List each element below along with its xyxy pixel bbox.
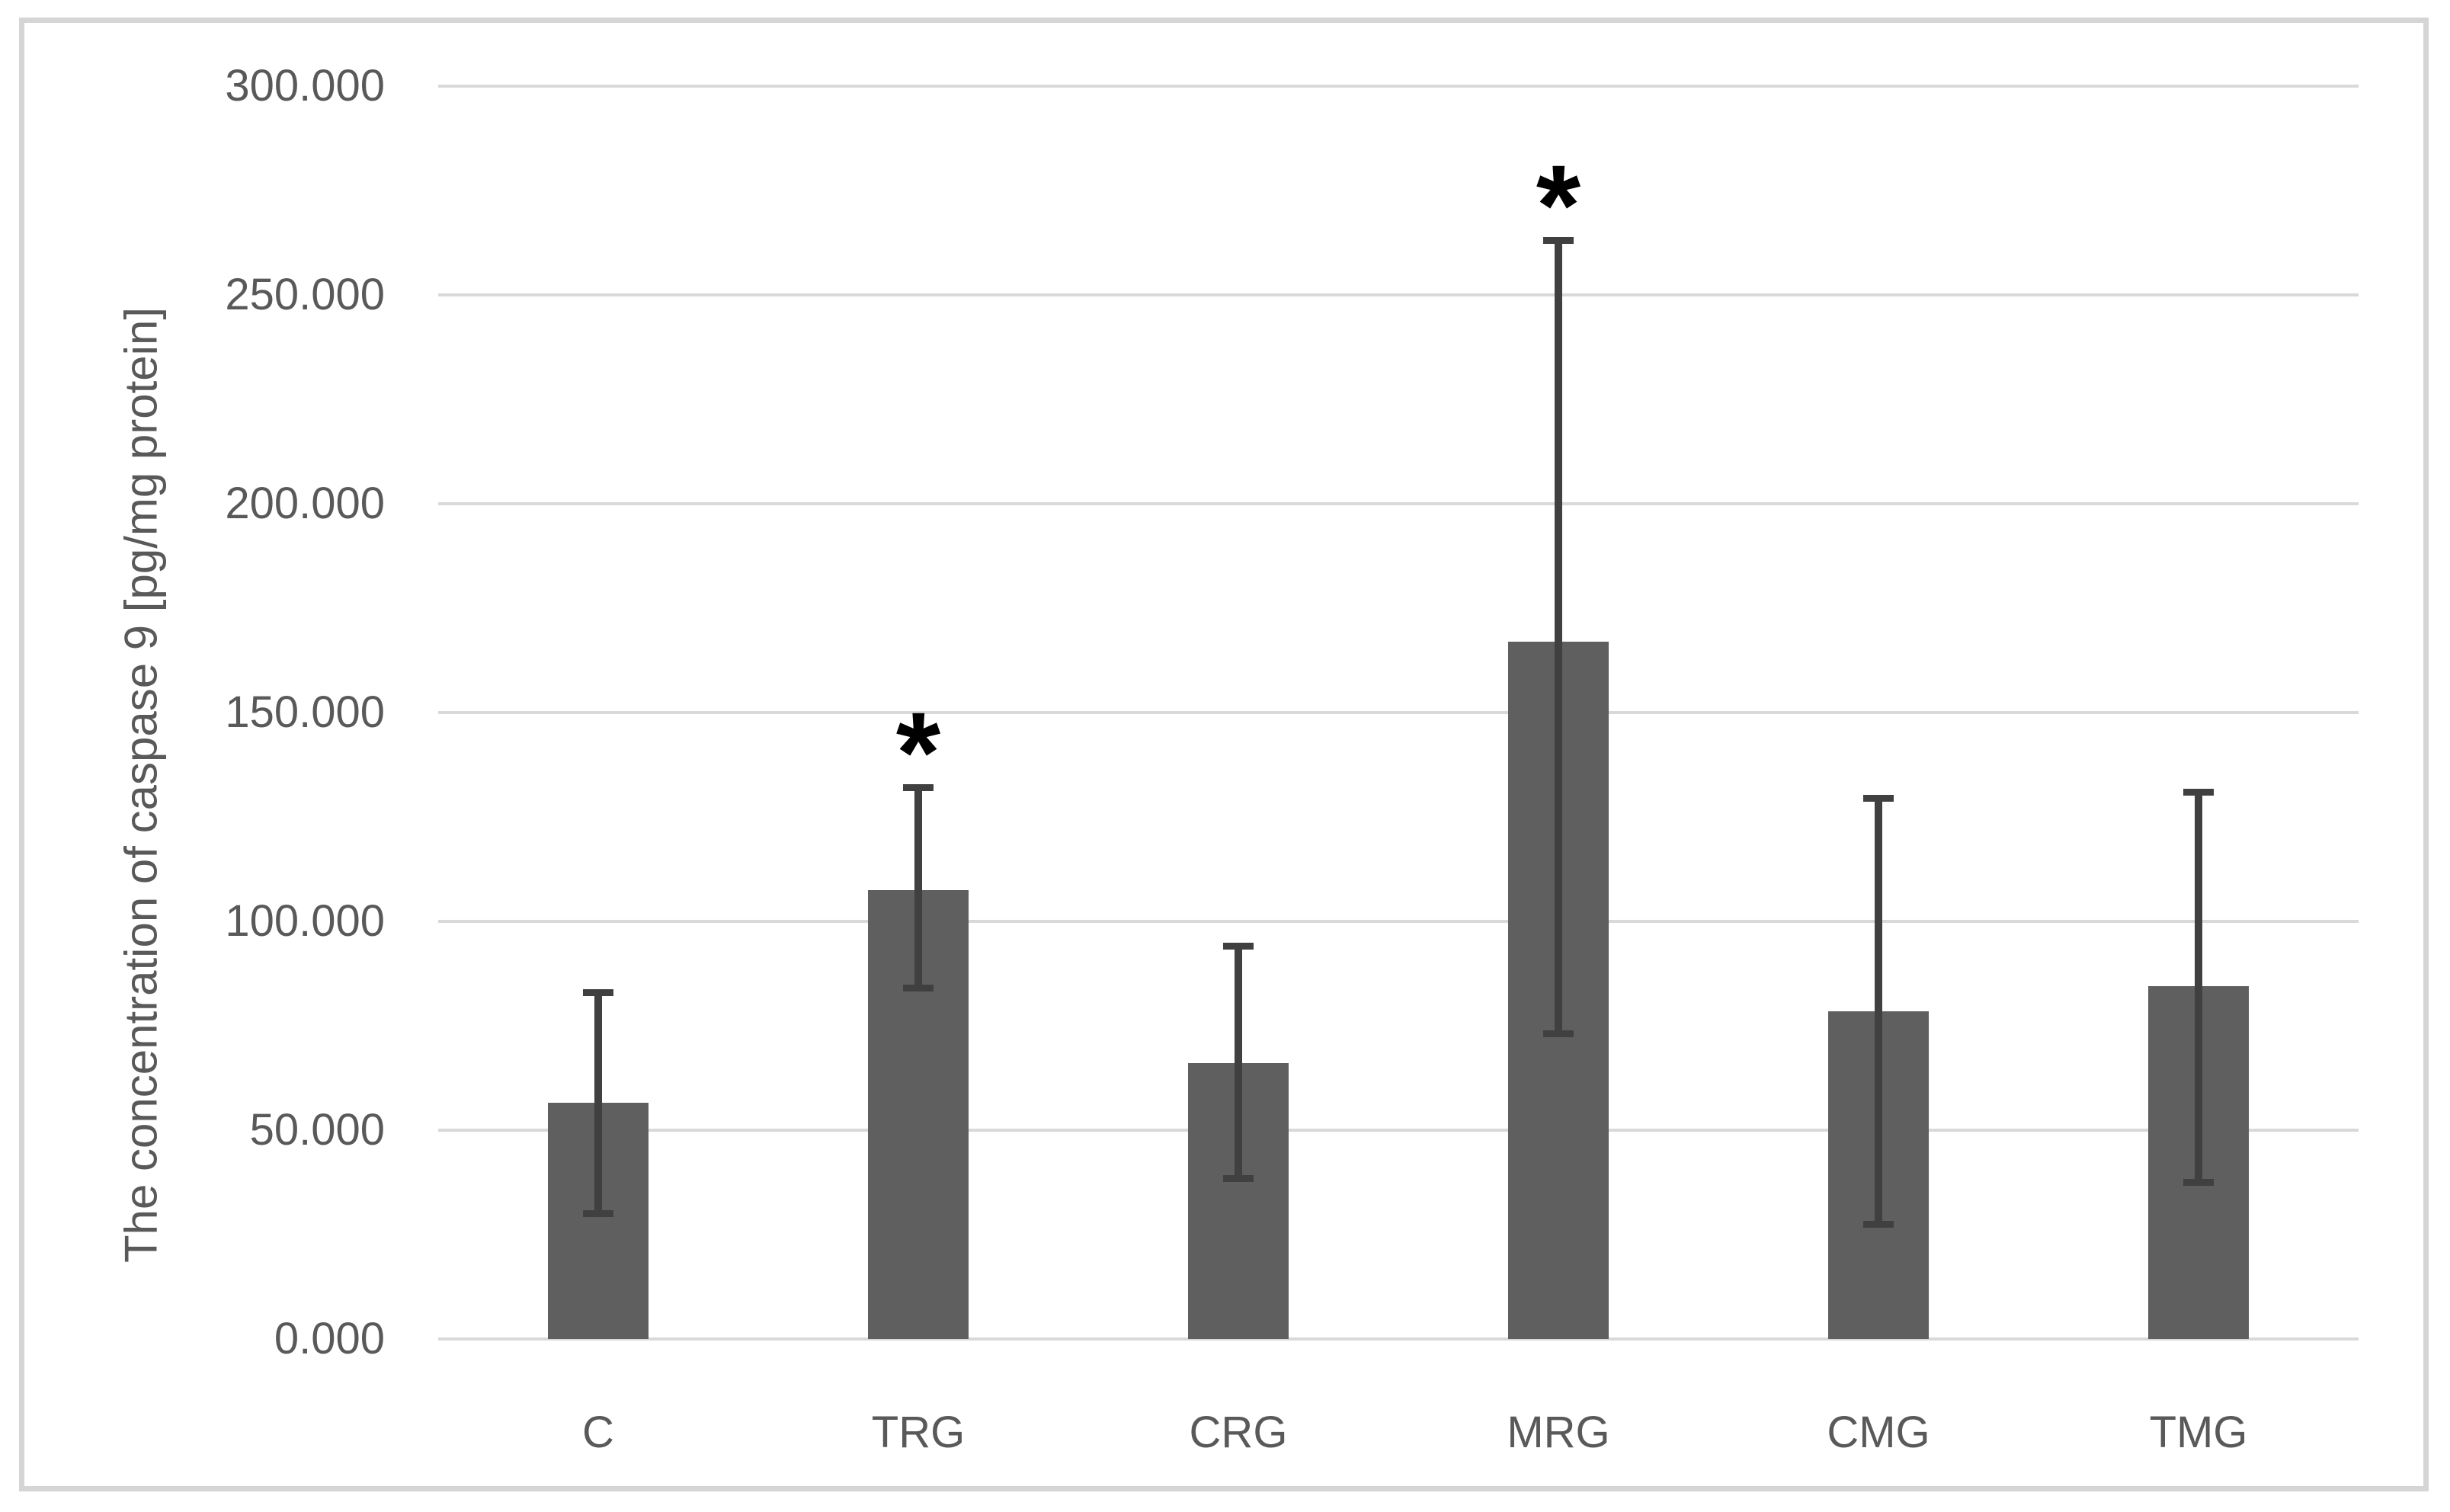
error-cap-top — [1223, 943, 1254, 950]
error-cap-bottom — [1543, 1030, 1574, 1038]
error-bar — [1555, 240, 1562, 1034]
error-bar — [2195, 792, 2202, 1183]
error-cap-top — [1543, 237, 1574, 245]
y-tick-label: 150.000 — [225, 687, 385, 737]
error-cap-top — [583, 988, 613, 996]
error-bar — [594, 992, 602, 1214]
gridline — [438, 1337, 2359, 1341]
gridline — [438, 85, 2359, 88]
error-bar — [1235, 946, 1242, 1178]
error-cap-bottom — [903, 985, 934, 992]
error-bar — [1875, 798, 1882, 1225]
y-tick-label: 100.000 — [225, 896, 385, 946]
x-tick-label: TMG — [2149, 1408, 2248, 1457]
gridline — [438, 293, 2359, 296]
x-tick-label: MRG — [1507, 1408, 1610, 1457]
error-cap-bottom — [2183, 1179, 2214, 1186]
error-cap-top — [2183, 788, 2214, 796]
gridline — [438, 502, 2359, 505]
significance-asterisk: * — [895, 687, 941, 816]
x-tick-label: CMG — [1827, 1408, 1930, 1457]
error-cap-top — [1863, 794, 1894, 802]
y-tick-label: 200.000 — [225, 479, 385, 528]
gridline — [438, 920, 2359, 923]
error-cap-top — [903, 784, 934, 792]
y-tick-label: 0.000 — [274, 1314, 385, 1363]
gridline — [438, 1129, 2359, 1132]
y-axis-title: The concentration of caspase 9 [pg/mg pr… — [115, 306, 167, 1264]
error-bar — [914, 787, 922, 988]
y-tick-label: 300.000 — [225, 61, 385, 111]
error-cap-bottom — [583, 1210, 613, 1218]
significance-asterisk: * — [1536, 140, 1581, 269]
y-tick-label: 50.000 — [249, 1105, 385, 1155]
x-tick-label: TRG — [871, 1408, 966, 1457]
x-tick-label: C — [582, 1408, 614, 1457]
error-cap-bottom — [1223, 1174, 1254, 1182]
x-tick-label: CRG — [1189, 1408, 1288, 1457]
error-cap-bottom — [1863, 1220, 1894, 1228]
y-tick-label: 250.000 — [225, 270, 385, 319]
gridline — [438, 711, 2359, 714]
